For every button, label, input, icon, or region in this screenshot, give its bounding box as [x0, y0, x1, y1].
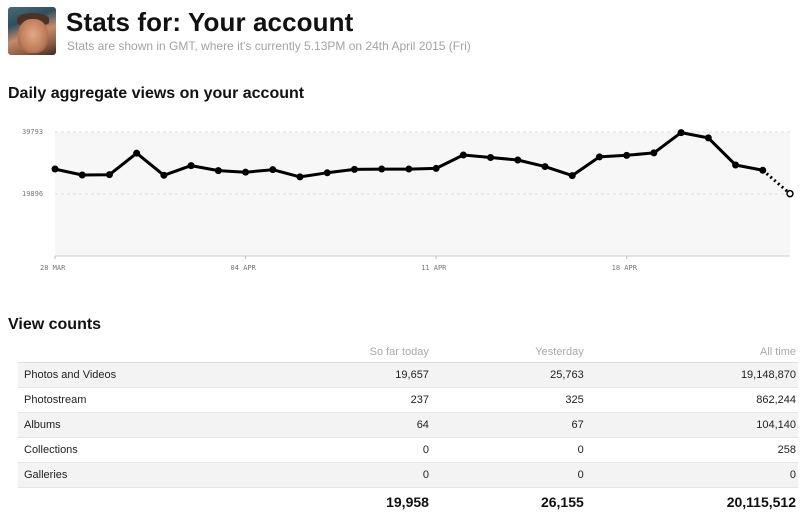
- yesterday-count: 325: [430, 387, 586, 413]
- row-label: Albums: [18, 412, 277, 438]
- data-point: [487, 154, 495, 162]
- x-tick-label: 28 MAR: [40, 264, 66, 272]
- data-point: [78, 171, 86, 179]
- series-line-partial: [761, 169, 791, 195]
- data-point: [541, 163, 549, 171]
- table-row-galleries[interactable]: Galleries 0 0 0: [18, 462, 798, 488]
- yesterday-count: 0: [430, 437, 586, 463]
- yesterday-count: 67: [430, 412, 586, 438]
- data-point: [133, 149, 141, 157]
- totals-label: [18, 487, 277, 516]
- table-row-photos-and-videos[interactable]: Photos and Videos 19,657 25,763 19,148,8…: [18, 362, 798, 388]
- column-header-yesterday: Yesterday: [430, 342, 586, 363]
- data-point: [786, 189, 794, 198]
- column-header-label: [18, 342, 277, 363]
- data-point: [242, 168, 250, 176]
- data-point: [732, 161, 740, 169]
- data-point: [459, 151, 467, 159]
- total-today: 19,958: [276, 487, 431, 516]
- data-point: [51, 165, 59, 173]
- data-point: [323, 169, 331, 177]
- x-tick-label: 04 APR: [231, 264, 257, 272]
- totals-row: 19,958 26,155 20,115,512: [18, 487, 798, 516]
- data-point: [214, 167, 222, 175]
- data-point: [187, 162, 195, 170]
- row-label: Collections: [18, 437, 277, 463]
- page-title: Stats for: Your account: [66, 7, 354, 37]
- data-point: [378, 165, 386, 173]
- today-count: 0: [276, 462, 431, 488]
- x-tick-label: 18 APR: [612, 264, 638, 272]
- all-time-count: 258: [585, 437, 798, 463]
- total-all-time: 20,115,512: [585, 487, 798, 516]
- table-row-collections[interactable]: Collections 0 0 258: [18, 437, 798, 463]
- today-count: 64: [276, 412, 431, 438]
- chart-section-title: Daily aggregate views on your account: [8, 85, 305, 102]
- column-header-today: So far today: [276, 342, 431, 363]
- yesterday-count: 0: [430, 462, 586, 488]
- data-point: [677, 129, 685, 137]
- y-tick-label: 39793: [22, 128, 43, 136]
- data-point: [350, 165, 358, 173]
- x-tick-label: 11 APR: [421, 264, 447, 272]
- data-point: [432, 164, 440, 172]
- data-point: [650, 149, 658, 157]
- data-point: [160, 171, 168, 179]
- row-label: Photos and Videos: [18, 362, 277, 388]
- row-label: Galleries: [18, 462, 277, 488]
- yesterday-count: 25,763: [430, 362, 586, 388]
- data-point: [105, 171, 113, 179]
- data-point: [296, 173, 304, 181]
- avatar-face: [18, 19, 48, 53]
- total-yesterday: 26,155: [430, 487, 586, 516]
- data-point: [759, 166, 767, 174]
- table-row-photostream[interactable]: Photostream 237 325 862,244: [18, 387, 798, 413]
- all-time-count: 104,140: [585, 412, 798, 438]
- today-count: 19,657: [276, 362, 431, 388]
- all-time-count: 0: [585, 462, 798, 488]
- account-avatar[interactable]: [8, 7, 56, 55]
- view-counts-title: View counts: [8, 316, 102, 333]
- table-header-row: So far today Yesterday All time: [18, 342, 798, 363]
- data-point: [514, 156, 522, 164]
- data-point: [623, 151, 631, 159]
- data-point: [568, 172, 576, 180]
- data-point: [405, 165, 413, 173]
- data-point: [269, 166, 277, 174]
- all-time-count: 862,244: [585, 387, 798, 413]
- data-point: [704, 134, 712, 142]
- timezone-note: Stats are shown in GMT, where it's curre…: [67, 39, 471, 53]
- today-count: 0: [276, 437, 431, 463]
- all-time-count: 19,148,870: [585, 362, 798, 388]
- data-point: [595, 153, 603, 161]
- today-count: 237: [276, 387, 431, 413]
- row-label: Photostream: [18, 387, 277, 413]
- daily-views-chart[interactable]: 39793 19896 28 MAR 04 APR 11 APR 18 APR: [0, 118, 802, 278]
- y-tick-label: 19896: [22, 190, 43, 198]
- table-row-albums[interactable]: Albums 64 67 104,140: [18, 412, 798, 438]
- view-counts-table: So far today Yesterday All time Photos a…: [18, 342, 798, 516]
- column-header-all-time: All time: [585, 342, 798, 363]
